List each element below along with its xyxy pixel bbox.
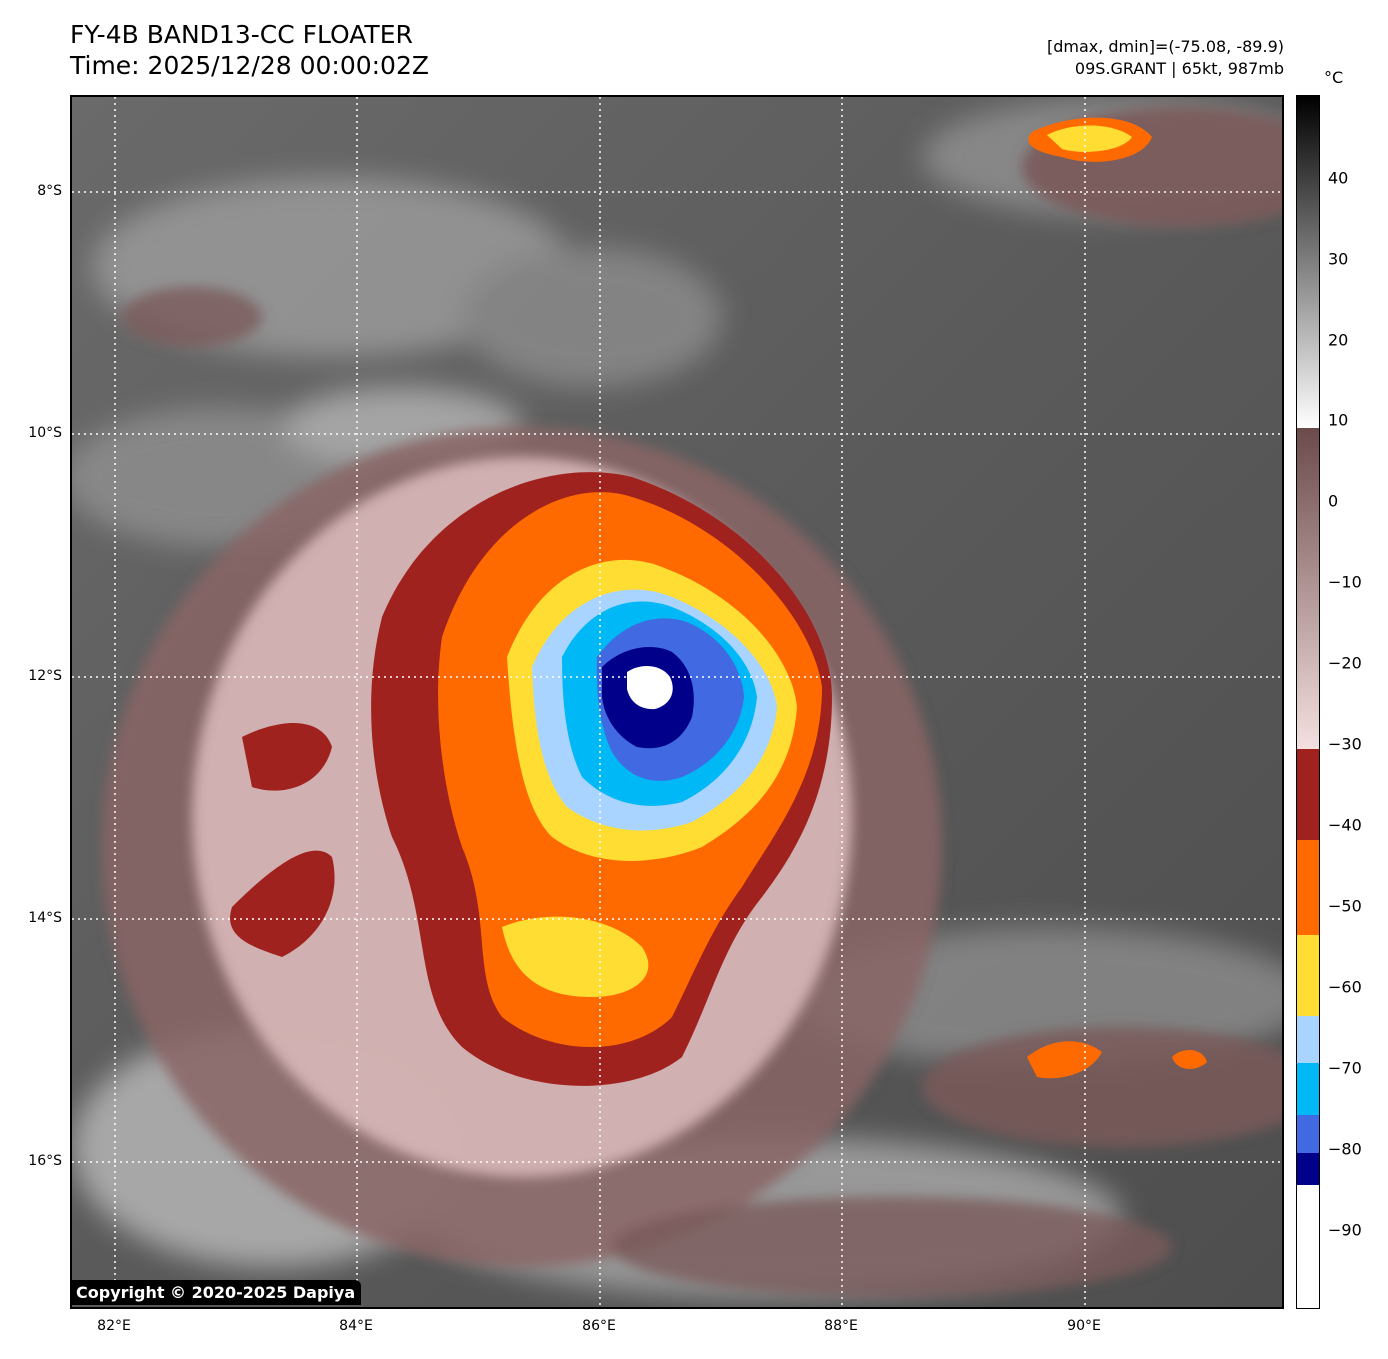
colorbar-tick-minus70: −70 bbox=[1328, 1058, 1362, 1078]
lat-label-10s: 10°S bbox=[28, 425, 62, 441]
colorbar-unit: °C bbox=[1324, 68, 1344, 87]
colorbar-tick-10: 10 bbox=[1328, 410, 1349, 430]
colorbar-tick-30: 30 bbox=[1328, 249, 1349, 269]
copyright-notice: Copyright © 2020-2025 Dapiya bbox=[70, 1280, 362, 1305]
product-title: FY-4B BAND13-CC FLOATER bbox=[70, 20, 413, 49]
lon-label-84e: 84°E bbox=[339, 1318, 373, 1334]
lon-label-88e: 88°E bbox=[824, 1318, 858, 1334]
temperature-range: [dmax, dmin]=(-75.08, -89.9) bbox=[1046, 37, 1284, 56]
satellite-map[interactable] bbox=[70, 95, 1284, 1309]
lon-label-90e: 90°E bbox=[1067, 1318, 1101, 1334]
colorbar-tick-minus30: −30 bbox=[1328, 734, 1362, 754]
storm-info: 09S.GRANT | 65kt, 987mb bbox=[1074, 59, 1284, 78]
colorbar-tick-minus40: −40 bbox=[1328, 815, 1362, 835]
colorbar-tick-minus10: −10 bbox=[1328, 572, 1362, 592]
graticule bbox=[72, 97, 1282, 1307]
colorbar-tick-minus90: −90 bbox=[1328, 1220, 1362, 1240]
lon-label-82e: 82°E bbox=[97, 1318, 131, 1334]
lat-label-12s: 12°S bbox=[28, 668, 62, 684]
colorbar-scale bbox=[1297, 96, 1319, 1308]
colorbar-tick-20: 20 bbox=[1328, 330, 1349, 350]
colorbar-tick-0: 0 bbox=[1328, 491, 1339, 511]
colorbar-tick-minus20: −20 bbox=[1328, 653, 1362, 673]
lon-label-86e: 86°E bbox=[582, 1318, 616, 1334]
colorbar-tick-minus80: −80 bbox=[1328, 1139, 1362, 1159]
image-time: Time: 2025/12/28 00:00:02Z bbox=[70, 51, 429, 80]
lat-label-16s: 16°S bbox=[28, 1153, 62, 1169]
colorbar bbox=[1296, 95, 1320, 1309]
lat-label-8s: 8°S bbox=[37, 183, 62, 199]
colorbar-tick-minus60: −60 bbox=[1328, 977, 1362, 997]
lat-label-14s: 14°S bbox=[28, 910, 62, 926]
satellite-imagery bbox=[72, 97, 1282, 1307]
colorbar-tick-40: 40 bbox=[1328, 168, 1349, 188]
colorbar-tick-minus50: −50 bbox=[1328, 896, 1362, 916]
